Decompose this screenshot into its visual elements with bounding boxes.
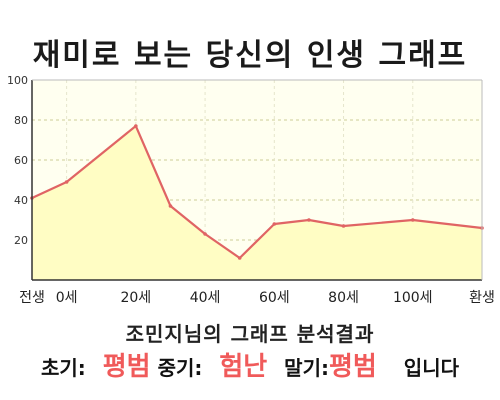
data-point — [272, 222, 277, 226]
y-tick-label: 100 — [7, 74, 28, 87]
data-point — [168, 204, 173, 208]
x-tick-label: 20세 — [120, 290, 151, 306]
data-point — [341, 224, 346, 228]
late-value: 평범 — [328, 352, 377, 382]
data-point — [237, 256, 242, 260]
page-title: 재미로 보는 당신의 인생 그래프 — [32, 38, 468, 73]
area-fill — [32, 126, 482, 280]
x-tick-label: 0세 — [56, 290, 78, 306]
x-tick-label: 100세 — [393, 290, 433, 306]
data-point — [410, 218, 415, 222]
y-tick-label: 80 — [14, 114, 28, 127]
analysis-subtitle: 조민지님의 그래프 분석결과 — [125, 322, 375, 346]
analysis-summary: 초기: 평범 중기: 험난 말기:평범 입니다 — [0, 346, 500, 383]
life-chart: 20 40 60 80 100 전생 0세 20세 40세 60세 80세 100세 환생 — [7, 74, 495, 306]
y-tick-label: 20 — [14, 234, 28, 247]
y-tick-label: 60 — [14, 154, 28, 167]
early-value: 평범 — [102, 352, 151, 382]
data-point — [203, 232, 207, 236]
x-tick-label: 60세 — [259, 290, 290, 306]
x-tick-label: 환생 — [469, 290, 495, 306]
late-label: 말기: — [284, 356, 329, 380]
data-point — [64, 180, 69, 184]
x-tick-label: 80세 — [328, 290, 359, 306]
y-tick-label: 40 — [14, 194, 28, 207]
early-label: 초기: — [40, 356, 86, 380]
x-tick-label: 40세 — [190, 290, 221, 306]
mid-label: 중기: — [157, 356, 203, 380]
x-tick-label: 전생 — [19, 290, 45, 306]
mid-value: 험난 — [219, 352, 268, 382]
data-point — [307, 218, 311, 222]
data-point — [134, 124, 138, 128]
summary-suffix: 입니다 — [403, 356, 459, 380]
